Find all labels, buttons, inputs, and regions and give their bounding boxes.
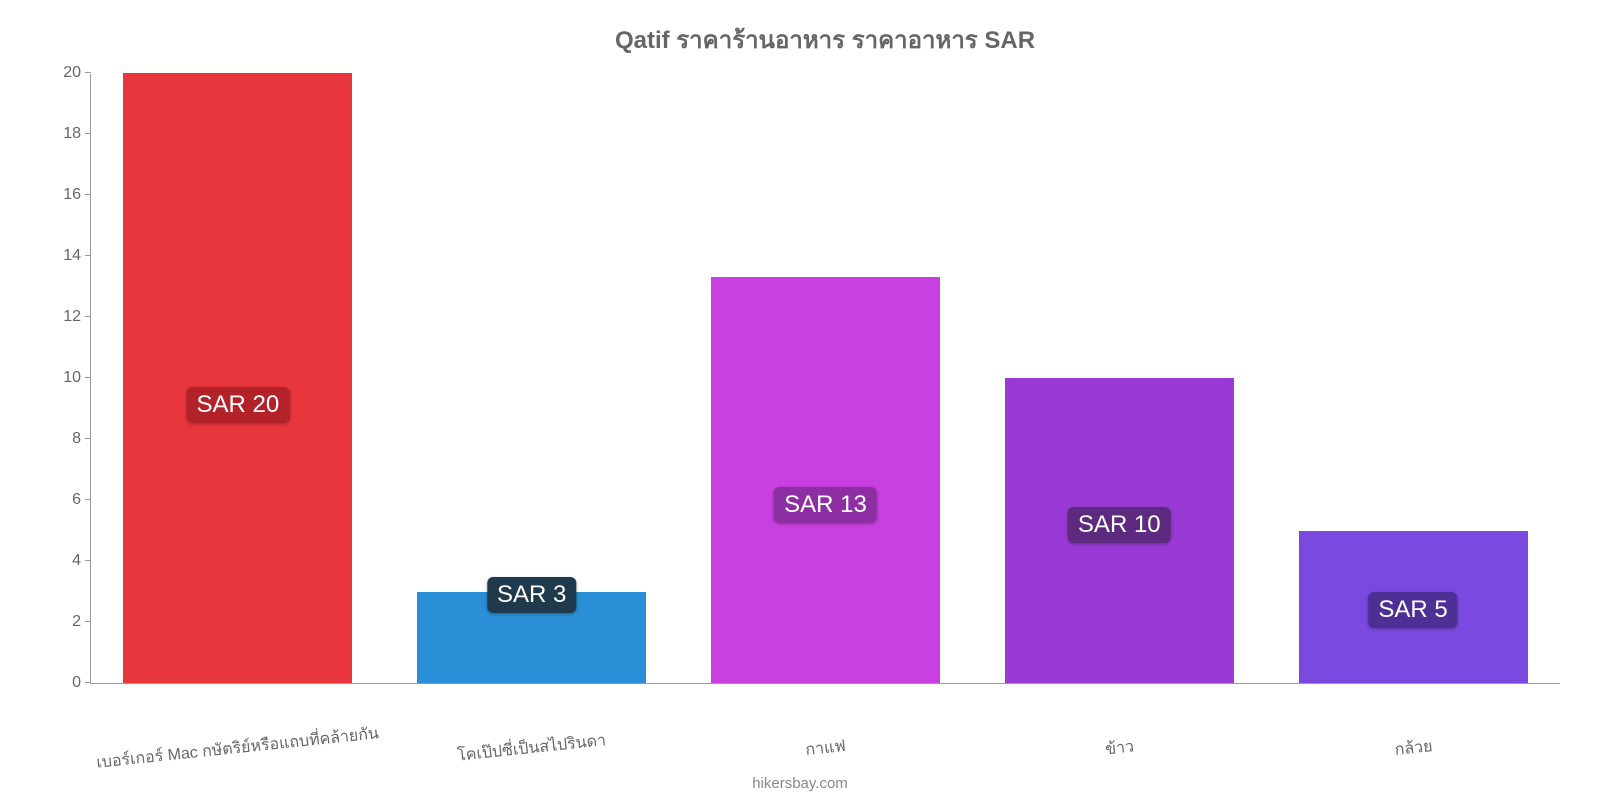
bar-value-label: SAR 5	[1368, 592, 1457, 628]
y-tick-mark	[85, 682, 91, 683]
bar-value-label: SAR 13	[774, 487, 877, 523]
y-tick-mark	[85, 316, 91, 317]
bar: SAR 5	[1299, 531, 1528, 684]
y-tick-mark	[85, 377, 91, 378]
x-axis-label: โคเป๊ปซี่เป็นสไปรินดา	[384, 721, 679, 777]
y-tick-label: 20	[41, 64, 81, 82]
bar-slot: SAR 13	[679, 74, 973, 683]
y-tick-label: 12	[41, 308, 81, 326]
x-axis-label: กล้วย	[1266, 721, 1561, 777]
bar-slot: SAR 20	[91, 74, 385, 683]
y-tick-label: 10	[41, 369, 81, 387]
plot-area: SAR 20SAR 3SAR 13SAR 10SAR 5 02468101214…	[90, 74, 1560, 684]
bars-row: SAR 20 SAR 3 SAR 13 SAR 10 SAR 5	[91, 74, 1560, 683]
y-tick-label: 4	[41, 552, 81, 570]
y-tick-label: 16	[41, 186, 81, 204]
x-axis-label: กาแฟ	[678, 721, 973, 777]
bar-value-label: SAR 3	[487, 577, 576, 613]
bar-slot: SAR 5	[1266, 74, 1560, 683]
y-tick-mark	[85, 438, 91, 439]
attribution: hikersbay.com	[0, 775, 1600, 792]
bar-slot: SAR 10	[972, 74, 1266, 683]
y-tick-mark	[85, 499, 91, 500]
y-tick-mark	[85, 133, 91, 134]
bar-slot: SAR 3	[385, 74, 679, 683]
chart-title: Qatif ราคาร้านอาหาร ราคาอาหาร SAR	[90, 20, 1560, 59]
chart-container: Qatif ราคาร้านอาหาร ราคาอาหาร SAR SAR 20…	[0, 0, 1600, 800]
bar-value-label: SAR 20	[187, 387, 290, 423]
y-tick-mark	[85, 255, 91, 256]
bar-value-label: SAR 10	[1068, 507, 1171, 543]
x-axis-label: ข้าว	[972, 721, 1267, 777]
y-tick-label: 0	[41, 674, 81, 692]
x-axis-label: เบอร์เกอร์ Mac กษัตริย์หรือแถบที่คล้ายกั…	[90, 721, 385, 777]
y-tick-mark	[85, 621, 91, 622]
y-tick-label: 18	[41, 125, 81, 143]
y-tick-label: 14	[41, 247, 81, 265]
y-tick-mark	[85, 72, 91, 73]
y-tick-label: 6	[41, 491, 81, 509]
y-tick-label: 2	[41, 613, 81, 631]
y-tick-label: 8	[41, 430, 81, 448]
y-tick-mark	[85, 560, 91, 561]
bar: SAR 13	[711, 277, 940, 683]
bar: SAR 3	[417, 592, 646, 684]
y-tick-mark	[85, 194, 91, 195]
x-axis-labels: เบอร์เกอร์ Mac กษัตริย์หรือแถบที่คล้ายกั…	[90, 730, 1560, 755]
bar: SAR 10	[1005, 378, 1234, 683]
bar: SAR 20	[123, 73, 352, 683]
